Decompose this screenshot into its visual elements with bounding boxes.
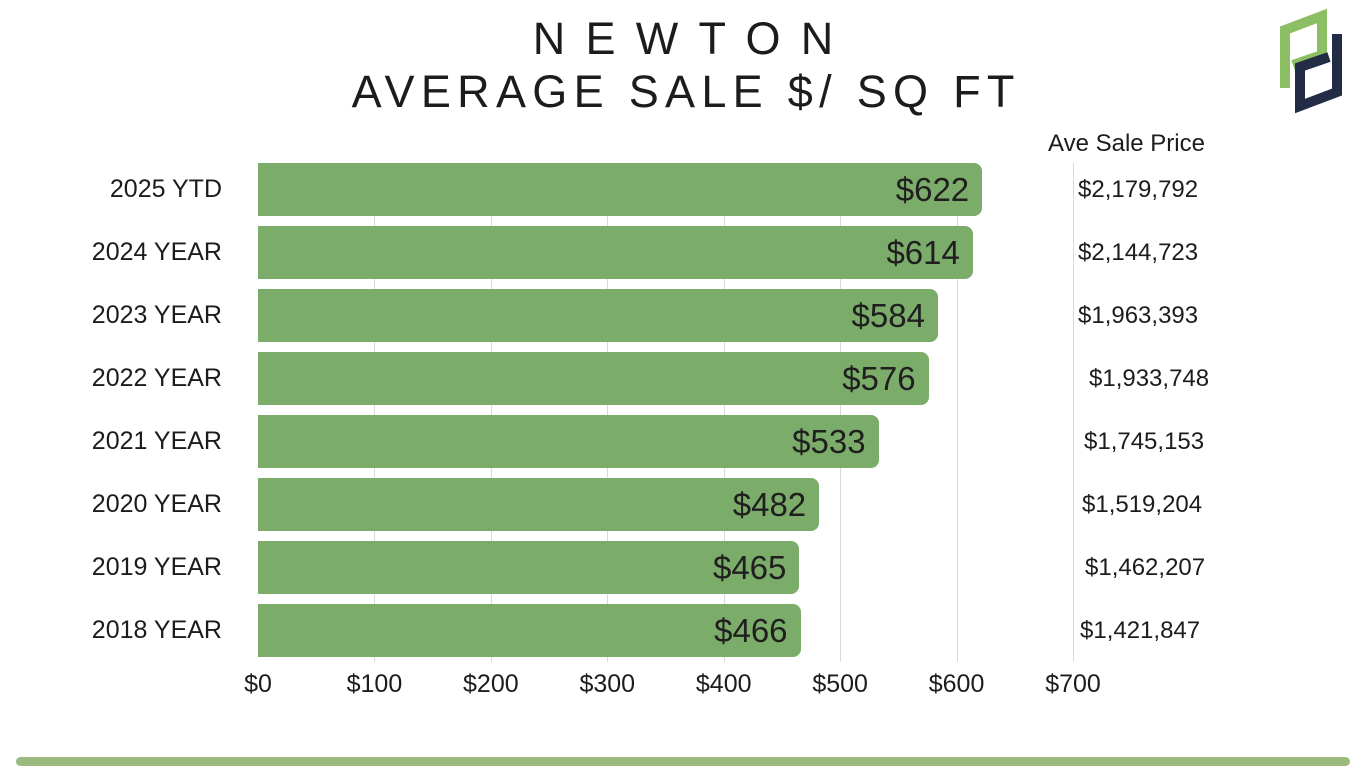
gridline <box>607 163 609 662</box>
bar: $482 <box>258 478 820 531</box>
chart-row: $533 <box>258 415 1073 468</box>
chart-row: $584 <box>258 289 1073 342</box>
bar: $466 <box>258 604 801 657</box>
chart-row: $576 <box>258 352 1073 405</box>
x-axis-tick-label: $700 <box>1045 670 1101 698</box>
footer-accent-bar <box>16 757 1350 766</box>
ave-sale-price-value: $1,519,204 <box>1082 490 1203 518</box>
x-axis: $0 $100 $200 $300 $400 $500 $600 $700 <box>244 670 1101 704</box>
category-label: 2023 YEAR <box>91 301 222 329</box>
ave-sale-price-value: $1,933,748 <box>1089 364 1210 392</box>
bar-chart-plot-area: $622 $614 $584 $576 $533 $482 $465 $466 <box>258 163 1074 662</box>
chart-row: $614 <box>258 226 1073 279</box>
category-label: 2024 YEAR <box>91 238 222 266</box>
bar-series: $622 $614 $584 $576 $533 $482 $465 $466 <box>258 163 1073 662</box>
price-column: $2,179,792 $2,144,723 $1,963,393 $1,933,748… <box>1078 163 1318 667</box>
bar-value-label: $465 <box>712 548 787 586</box>
chart-row: $482 <box>258 478 1073 531</box>
chart-gridlines <box>258 163 1074 662</box>
category-label: 2019 YEAR <box>91 553 222 581</box>
category-label: 2018 YEAR <box>91 616 222 644</box>
bar-value-label: $584 <box>851 296 925 334</box>
bar: $622 <box>258 163 983 216</box>
price-column-header: Ave Sale Price <box>1048 130 1205 157</box>
chart-row: $622 <box>258 163 1073 216</box>
bar-value-label: $533 <box>792 422 866 460</box>
gridline <box>956 163 958 662</box>
ave-sale-price-value: $1,462,207 <box>1085 553 1206 581</box>
bar-value-label: $466 <box>714 611 788 649</box>
pd-logo-icon <box>1280 8 1342 114</box>
x-axis-tick-label: $300 <box>579 670 636 698</box>
gridline <box>840 163 842 662</box>
x-axis-tick-label: $100 <box>346 670 403 698</box>
x-axis-tick-label: $600 <box>928 670 985 698</box>
x-axis-tick-label: $500 <box>812 670 868 698</box>
category-label: 2022 YEAR <box>91 364 222 392</box>
bar-value-label: $622 <box>895 170 970 208</box>
bar: $584 <box>258 289 938 342</box>
x-axis-tick-label: $0 <box>244 670 272 698</box>
chart-title-line2: AVERAGE SALE $/ SQ FT <box>351 66 1021 118</box>
ave-sale-price-value: $2,179,792 <box>1078 175 1199 203</box>
bar-value-label: $614 <box>886 233 960 271</box>
category-label: 2025 YTD <box>109 175 222 203</box>
x-axis-tick-label: $200 <box>463 670 519 698</box>
chart-title-line1: NEWTON <box>532 13 854 64</box>
chart-row: $466 <box>258 604 1073 657</box>
bar-value-label: $482 <box>732 485 807 523</box>
bar-value-label: $576 <box>842 359 916 397</box>
gridline <box>723 163 725 662</box>
chart-title: NEWTON AVERAGE SALE $/ SQ FT <box>0 12 1366 118</box>
ave-sale-price-value: $1,745,153 <box>1084 427 1205 455</box>
category-label: 2020 YEAR <box>91 490 222 518</box>
bar: $465 <box>258 541 800 594</box>
ave-sale-price-value: $1,963,393 <box>1078 301 1199 329</box>
gridline <box>374 163 376 662</box>
gridline <box>1073 163 1074 662</box>
category-axis: 2025 YTD 2024 YEAR 2023 YEAR 2022 YEAR 2021 … <box>0 163 240 667</box>
x-axis-tick-label: $400 <box>695 670 752 698</box>
bar: $576 <box>258 352 929 405</box>
ave-sale-price-value: $1,421,847 <box>1080 616 1201 644</box>
ave-sale-price-value: $2,144,723 <box>1078 238 1199 266</box>
bar: $614 <box>258 226 973 279</box>
bar: $533 <box>258 415 879 468</box>
gridline <box>490 163 492 662</box>
chart-row: $465 <box>258 541 1073 594</box>
category-label: 2021 YEAR <box>91 427 222 455</box>
